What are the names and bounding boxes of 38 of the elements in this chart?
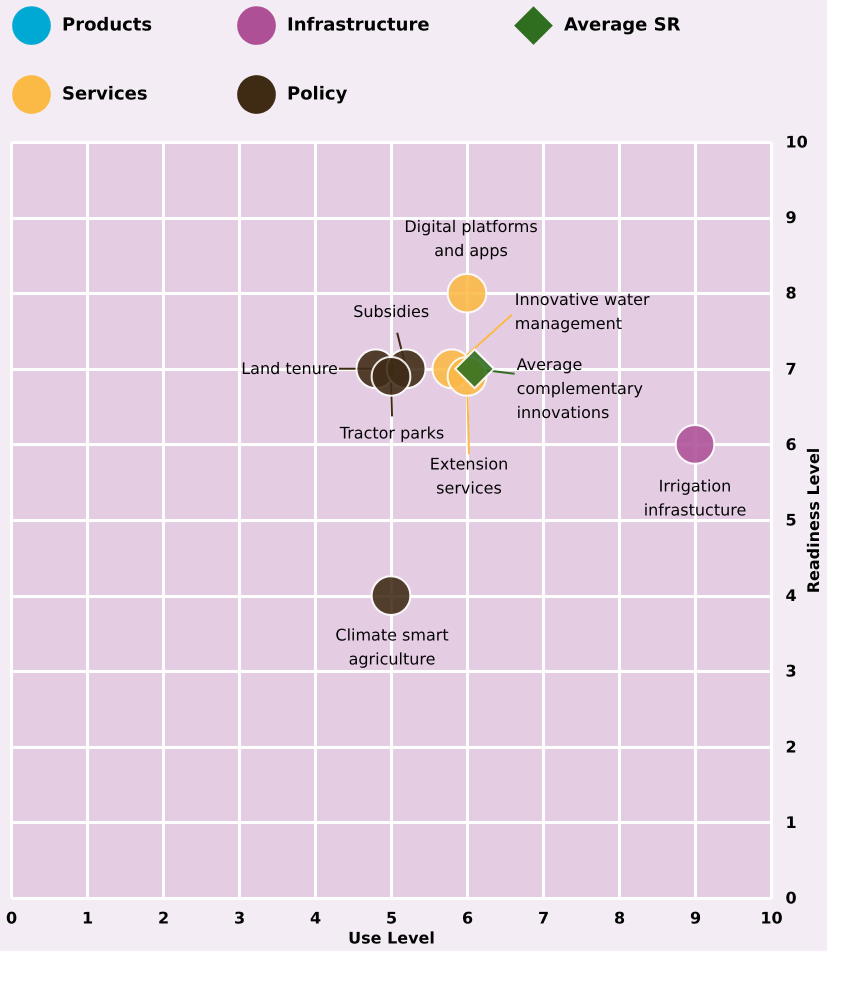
y-tick-label: 5 — [786, 510, 797, 530]
y-tick-label: 4 — [786, 586, 797, 606]
y-tick-label: 10 — [786, 132, 808, 152]
legend-label: Services — [62, 84, 148, 104]
x-tick-label: 6 — [462, 908, 474, 928]
annotation: Digital platforms and apps — [404, 217, 538, 260]
x-tick-label: 5 — [386, 908, 398, 928]
annotation: Land tenure — [241, 358, 338, 378]
x-axis-title: Use Level — [348, 928, 435, 948]
annotation: Climate smart agriculture — [335, 626, 449, 669]
x-tick-label: 9 — [690, 908, 702, 928]
x-tick-label: 2 — [158, 908, 170, 928]
x-tick-label: 1 — [82, 908, 94, 928]
y-tick-label: 9 — [786, 208, 797, 228]
y-tick-label: 8 — [786, 284, 797, 303]
x-tick-label: 3 — [234, 908, 246, 928]
y-tick-label: 2 — [786, 737, 797, 756]
annotation: Irrigation infrastucture — [644, 476, 746, 520]
legend-label: Policy — [287, 84, 348, 104]
y-axis-title: Readiness Level — [804, 448, 823, 594]
y-tick-label: 3 — [786, 662, 797, 681]
legend-label: Products — [62, 14, 152, 36]
x-tick-label: 10 — [760, 908, 783, 928]
legend-label: Average SR — [564, 14, 681, 36]
y-tick-label: 7 — [786, 359, 797, 378]
annotation: Innovative water management — [514, 290, 650, 333]
y-tick-label: 0 — [786, 888, 797, 908]
x-tick-label: 0 — [6, 908, 18, 928]
x-tick-label: 8 — [614, 908, 626, 928]
annotation: Tractor parks — [338, 423, 444, 442]
y-tick-label: 6 — [786, 434, 797, 454]
annotation: Extension services — [430, 454, 508, 498]
annotation: Subsidies — [353, 302, 430, 321]
legend-label: Infrastructure — [287, 14, 430, 36]
x-tick-label: 4 — [310, 908, 322, 928]
annotation: Average complementary innovations — [516, 354, 643, 422]
x-tick-label: 7 — [538, 908, 550, 928]
y-tick-label: 1 — [786, 812, 797, 832]
